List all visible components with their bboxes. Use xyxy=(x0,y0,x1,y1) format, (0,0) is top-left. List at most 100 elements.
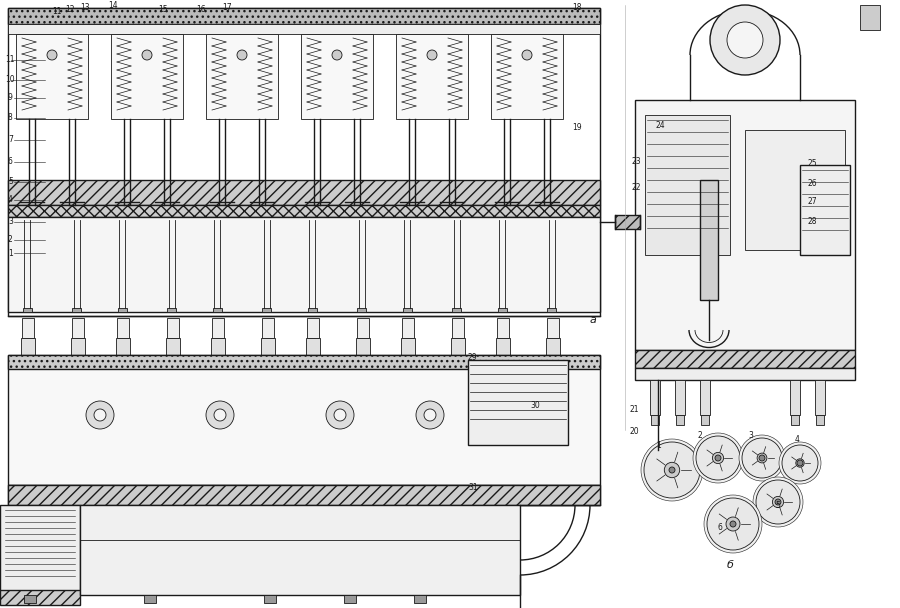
Text: 26: 26 xyxy=(808,179,817,187)
Bar xyxy=(468,360,568,445)
Text: 17: 17 xyxy=(222,4,231,13)
Circle shape xyxy=(796,459,805,467)
Circle shape xyxy=(726,517,740,531)
Bar xyxy=(0,505,80,595)
Circle shape xyxy=(704,495,762,553)
Circle shape xyxy=(424,409,436,421)
Text: 10: 10 xyxy=(5,75,14,85)
Bar xyxy=(80,505,520,595)
Text: 2: 2 xyxy=(697,430,702,440)
Bar xyxy=(166,338,180,363)
Bar xyxy=(701,415,709,425)
Bar xyxy=(452,363,464,373)
Circle shape xyxy=(727,22,763,58)
Bar xyxy=(547,318,559,338)
Circle shape xyxy=(710,5,780,75)
Circle shape xyxy=(779,442,821,484)
Bar xyxy=(206,34,278,119)
Circle shape xyxy=(782,445,818,481)
Circle shape xyxy=(756,480,800,524)
Text: 14: 14 xyxy=(108,1,118,10)
Text: 23: 23 xyxy=(632,157,642,167)
Bar xyxy=(451,338,465,363)
Bar xyxy=(396,34,468,119)
Bar xyxy=(24,595,36,603)
Bar xyxy=(357,318,369,338)
Text: 6: 6 xyxy=(8,157,13,167)
Bar xyxy=(0,590,80,605)
Bar xyxy=(213,308,222,312)
Bar xyxy=(615,215,640,229)
Bar xyxy=(22,318,34,338)
Circle shape xyxy=(715,455,721,461)
Bar xyxy=(307,363,319,373)
Bar xyxy=(700,180,718,300)
Text: 6: 6 xyxy=(718,523,723,533)
Bar xyxy=(16,34,88,119)
Bar xyxy=(117,318,129,338)
Circle shape xyxy=(693,433,743,483)
Bar xyxy=(800,165,850,255)
Text: 28: 28 xyxy=(808,218,817,227)
Bar xyxy=(8,8,600,316)
Bar xyxy=(651,415,659,425)
Bar xyxy=(261,338,275,363)
Bar xyxy=(71,338,85,363)
Bar xyxy=(264,595,276,603)
Bar xyxy=(546,338,560,363)
Text: 27: 27 xyxy=(808,198,817,207)
Bar xyxy=(167,363,179,373)
Bar xyxy=(262,308,271,312)
Bar xyxy=(860,5,880,30)
Circle shape xyxy=(237,50,247,60)
Bar xyxy=(22,363,34,373)
Text: 4: 4 xyxy=(795,435,800,444)
Circle shape xyxy=(757,453,767,463)
Text: 8: 8 xyxy=(8,114,13,122)
Bar xyxy=(547,308,556,312)
Bar xyxy=(211,338,225,363)
Bar xyxy=(116,338,130,363)
Circle shape xyxy=(142,50,152,60)
Bar xyxy=(401,338,415,363)
Bar xyxy=(414,595,426,603)
Circle shape xyxy=(707,498,759,550)
Bar xyxy=(301,34,373,119)
Bar xyxy=(8,485,600,505)
Circle shape xyxy=(214,409,226,421)
Bar xyxy=(498,308,507,312)
Bar xyxy=(816,415,824,425)
Bar xyxy=(8,485,600,505)
Text: 29: 29 xyxy=(468,353,478,362)
Bar xyxy=(262,363,274,373)
Bar xyxy=(357,363,369,373)
Bar xyxy=(117,363,129,373)
Bar xyxy=(262,318,274,338)
Bar xyxy=(791,415,799,425)
Bar xyxy=(8,205,600,217)
Bar xyxy=(676,415,684,425)
Circle shape xyxy=(753,477,803,527)
Circle shape xyxy=(713,452,724,463)
Text: 31: 31 xyxy=(468,483,478,492)
Circle shape xyxy=(326,401,354,429)
Bar xyxy=(452,318,464,338)
Circle shape xyxy=(664,462,680,478)
Bar xyxy=(21,338,35,363)
Text: 11: 11 xyxy=(5,55,14,64)
Bar xyxy=(144,595,156,603)
Bar xyxy=(356,338,370,363)
Bar xyxy=(547,363,559,373)
Bar xyxy=(790,380,800,415)
Text: 5: 5 xyxy=(775,500,780,510)
Text: 3: 3 xyxy=(8,218,13,227)
Text: 4: 4 xyxy=(8,196,13,204)
Text: 1: 1 xyxy=(8,249,13,258)
Bar xyxy=(167,318,179,338)
Bar xyxy=(118,308,127,312)
Bar xyxy=(8,24,600,34)
Bar xyxy=(111,34,183,119)
Text: 18: 18 xyxy=(572,4,581,13)
Bar xyxy=(307,318,319,338)
Bar xyxy=(491,34,563,119)
